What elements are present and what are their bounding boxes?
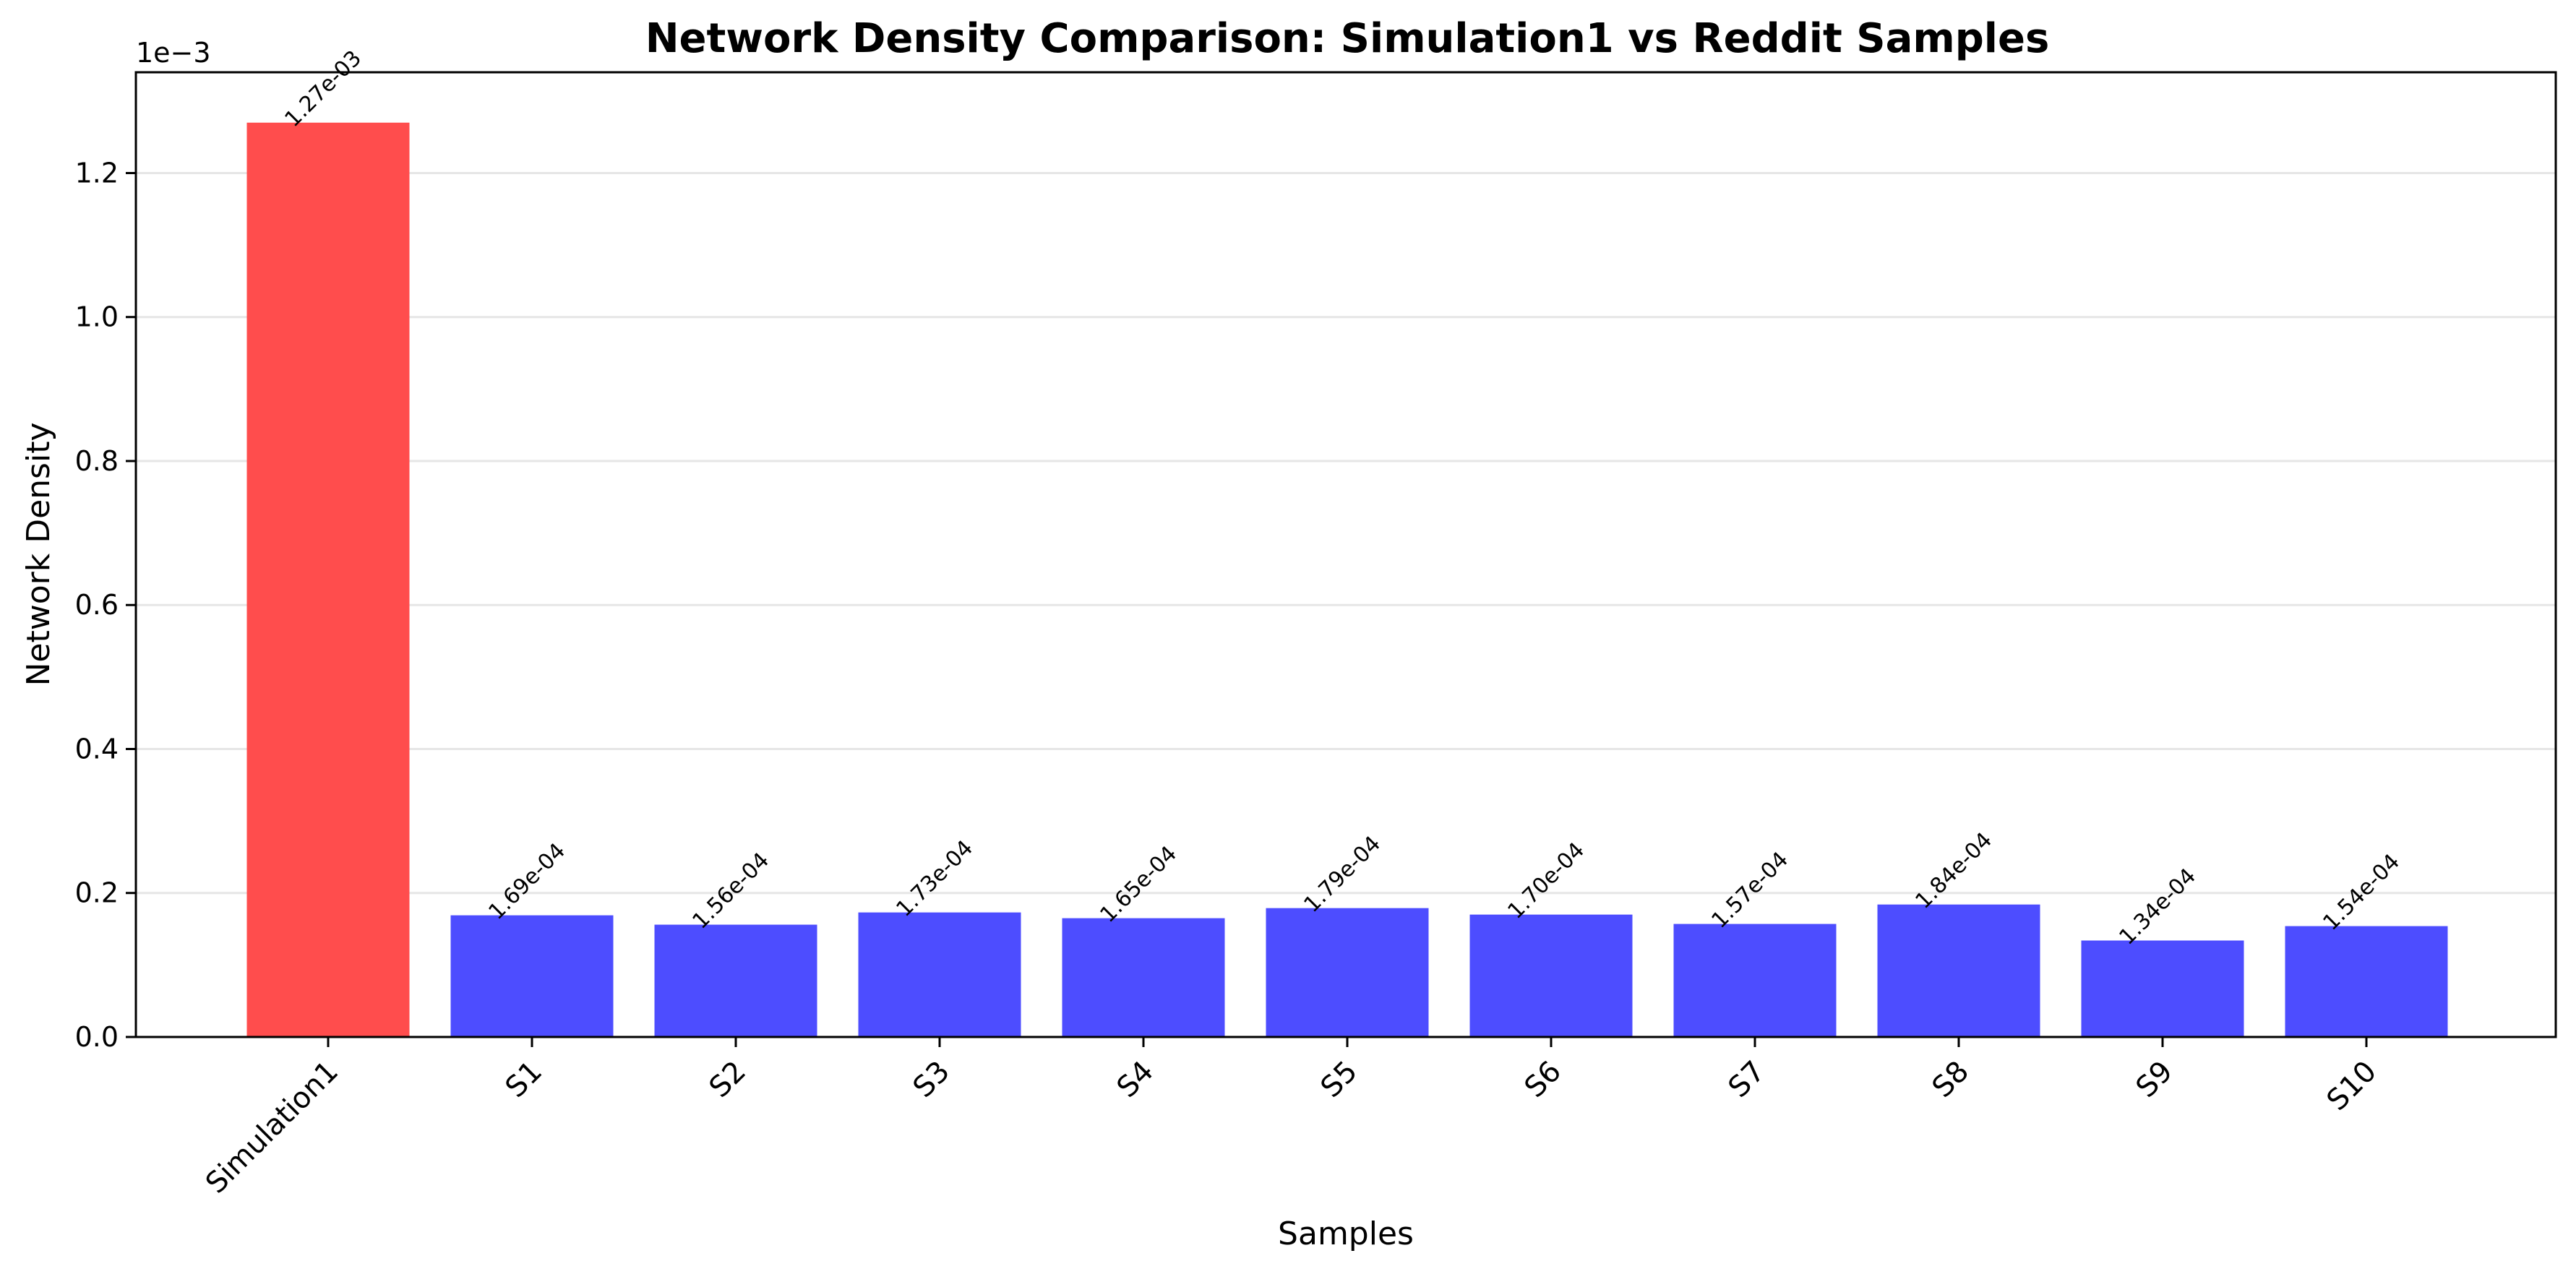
bar-value-label: 1.27e-03 bbox=[280, 46, 366, 132]
bar-simulation1 bbox=[246, 122, 410, 1038]
bar-value-labels: 1.27e-03 1.69e-04 1.56e-04 1.73e-04 1.65e-04… bbox=[280, 46, 2405, 950]
x-tick-label: Simulation1 bbox=[199, 1055, 345, 1200]
y-tick-label: 0.8 bbox=[75, 445, 119, 477]
y-tick-label: 0.2 bbox=[75, 877, 119, 909]
x-tick-label: S1 bbox=[499, 1055, 549, 1104]
bar-value-label: 1.57e-04 bbox=[1706, 847, 1793, 934]
x-axis-ticks: Simulation1 S1 S2 S3 S4 S5 S6 S7 S8 S9 S10 bbox=[199, 1037, 2383, 1200]
y-tick-label: 1.2 bbox=[75, 157, 119, 189]
bar-s6 bbox=[1469, 914, 1633, 1037]
bar-value-label: 1.70e-04 bbox=[1503, 838, 1589, 924]
bar-s10 bbox=[2285, 926, 2448, 1037]
x-tick-label: S9 bbox=[2130, 1055, 2179, 1104]
x-tick-label: S3 bbox=[907, 1055, 956, 1104]
bar-s1 bbox=[450, 915, 614, 1037]
x-tick-label: S7 bbox=[1722, 1055, 1772, 1104]
x-tick-label: S5 bbox=[1315, 1055, 1364, 1104]
y-grid bbox=[136, 171, 2556, 895]
bar-s3 bbox=[858, 912, 1021, 1037]
bar-s4 bbox=[1062, 918, 1225, 1037]
plot-area-frame bbox=[134, 71, 2557, 1038]
bar-value-label: 1.79e-04 bbox=[1299, 831, 1386, 918]
bar-s2 bbox=[654, 924, 817, 1037]
y-tick-label: 0.4 bbox=[75, 733, 119, 765]
bar-s7 bbox=[1673, 924, 1837, 1037]
y-axis-title: Network Density bbox=[20, 423, 57, 687]
y-tick-label: 1.0 bbox=[75, 301, 119, 333]
bar-s5 bbox=[1266, 908, 1429, 1037]
bar-value-label: 1.69e-04 bbox=[484, 838, 570, 925]
bar-value-label: 1.65e-04 bbox=[1095, 841, 1182, 928]
y-scale-exponent: 1e−3 bbox=[136, 37, 211, 69]
x-axis-title: Samples bbox=[1278, 1215, 1414, 1252]
bar-value-label: 1.73e-04 bbox=[891, 835, 978, 922]
y-tick-label: 0.0 bbox=[75, 1021, 119, 1053]
bar-value-label: 1.34e-04 bbox=[2114, 864, 2201, 950]
bar-value-label: 1.56e-04 bbox=[687, 848, 774, 934]
y-axis-ticks: 0.0 0.2 0.4 0.6 0.8 1.0 1.2 bbox=[75, 157, 136, 1053]
x-tick-label: S6 bbox=[1519, 1055, 1568, 1104]
bar-s9 bbox=[2081, 940, 2244, 1037]
x-tick-label: S4 bbox=[1111, 1055, 1160, 1104]
y-tick-label: 0.6 bbox=[75, 589, 119, 621]
bars bbox=[246, 122, 2448, 1038]
bar-s8 bbox=[1877, 904, 2040, 1037]
chart-title: Network Density Comparison: Simulation1 … bbox=[645, 15, 2050, 62]
x-tick-label: S10 bbox=[2321, 1055, 2383, 1117]
x-tick-label: S2 bbox=[703, 1055, 752, 1104]
bar-value-label: 1.84e-04 bbox=[1910, 827, 1997, 914]
x-tick-label: S8 bbox=[1926, 1055, 1975, 1104]
